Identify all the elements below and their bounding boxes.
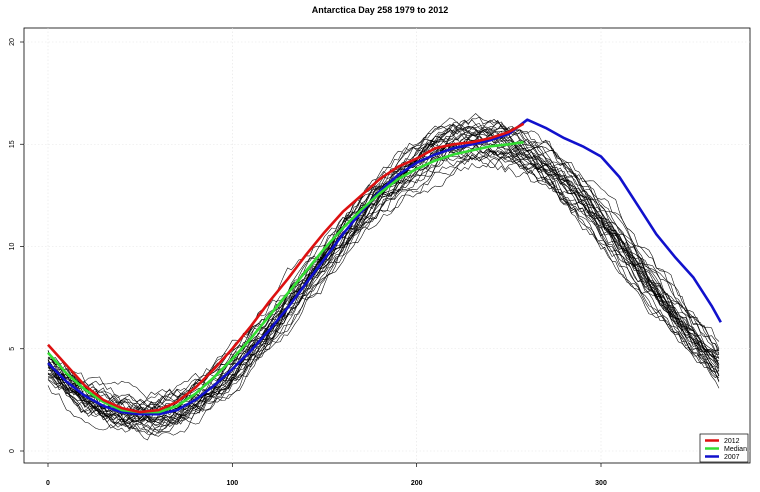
year-line [47,119,720,435]
plot-frame [23,27,751,464]
year-line [47,126,720,441]
highlight-lines [47,118,722,416]
background-year-lines [47,113,720,441]
legend-label-median: Median [724,446,747,453]
year-line [47,120,720,421]
year-line [47,123,720,433]
year-line [47,121,720,428]
x-axis: 0 100 200 300 [46,463,607,487]
year-line [47,116,720,421]
year-line [47,132,720,410]
year-line [47,130,720,431]
series-line-2012 [47,122,525,414]
grid [24,28,750,463]
year-line [47,128,720,414]
year-line [47,142,720,401]
y-tick-label: 20 [9,38,16,46]
year-line [47,147,720,423]
y-tick-label: 5 [9,347,16,351]
chart-title: Antarctica Day 258 1979 to 2012 [312,5,449,15]
series-line-median [47,140,524,414]
legend-label-2007: 2007 [724,454,740,461]
year-line [47,136,720,424]
year-line [47,149,683,416]
x-tick-label: 100 [226,480,238,487]
year-line [47,152,720,419]
x-tick-label: 200 [411,480,423,487]
x-tick-label: 300 [595,480,607,487]
y-tick-label: 15 [9,140,16,148]
year-line [47,129,720,434]
legend-label-2012: 2012 [724,438,740,445]
year-line [47,113,720,425]
year-line [47,124,720,426]
y-tick-label: 0 [9,449,16,453]
x-tick-label: 0 [46,480,50,487]
legend: 2012 Median 2007 [699,433,749,463]
year-line [47,128,720,411]
year-line [47,139,720,426]
year-line [47,144,720,426]
year-line [47,138,720,420]
series-line-2007 [47,118,722,416]
year-line [47,139,720,419]
year-line [47,145,720,405]
year-line [47,156,720,419]
year-line [47,128,720,423]
y-axis: 0 5 10 15 20 [9,38,24,453]
y-tick-label: 10 [9,243,16,251]
